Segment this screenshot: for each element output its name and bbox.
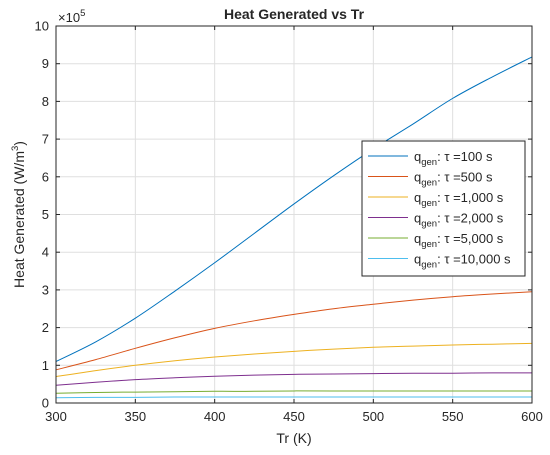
y-tick-label: 0 bbox=[42, 396, 49, 411]
series-line-1 bbox=[55, 56, 533, 362]
y-tick-label: 4 bbox=[42, 245, 49, 260]
legend-entry: qgen: τ =100 s bbox=[414, 149, 493, 168]
y-tick-label: 10 bbox=[35, 19, 49, 34]
legend-entry: qgen: τ =10,000 s bbox=[414, 252, 511, 271]
series-line-4 bbox=[55, 372, 533, 386]
y-tick-label: 6 bbox=[42, 169, 49, 184]
legend-entry: qgen: τ =500 s bbox=[414, 170, 493, 189]
series-layer bbox=[55, 56, 533, 399]
series-line-6 bbox=[55, 396, 532, 399]
series-line-3 bbox=[55, 342, 533, 378]
y-tick-label: 3 bbox=[42, 282, 49, 297]
y-axis-label: Heat Generated (W/m3) bbox=[10, 141, 27, 288]
x-axis-label: Tr (K) bbox=[276, 430, 311, 446]
x-tick-label: 450 bbox=[283, 409, 305, 424]
legend-entry: qgen: τ =2,000 s bbox=[414, 211, 504, 230]
chart-title: Heat Generated vs Tr bbox=[224, 6, 365, 22]
y-tick-label: 7 bbox=[42, 132, 49, 147]
legend-box bbox=[361, 140, 526, 277]
series-line-2 bbox=[55, 291, 533, 371]
x-tick-label: 350 bbox=[124, 409, 146, 424]
y-axis-exponent: ×105 bbox=[58, 8, 85, 25]
legend-entry: qgen: τ =5,000 s bbox=[414, 231, 504, 250]
ticks: 300 350 400 450 500 550 600 0 1 2 3 4 5 6 7 8 9 10 bbox=[35, 19, 543, 425]
x-tick-label: 300 bbox=[45, 409, 67, 424]
x-tick-label: 500 bbox=[362, 409, 384, 424]
y-tick-label: 8 bbox=[42, 94, 49, 109]
x-tick-label: 400 bbox=[204, 409, 226, 424]
y-tick-label: 2 bbox=[42, 320, 49, 335]
y-tick-label: 5 bbox=[42, 207, 49, 222]
x-tick-label: 600 bbox=[521, 409, 543, 424]
y-tick-label: 1 bbox=[42, 358, 49, 373]
x-tick-label: 550 bbox=[442, 409, 464, 424]
series-line-5 bbox=[55, 390, 532, 394]
legend-entry: qgen: τ =1,000 s bbox=[414, 190, 504, 209]
y-tick-label: 9 bbox=[42, 56, 49, 71]
